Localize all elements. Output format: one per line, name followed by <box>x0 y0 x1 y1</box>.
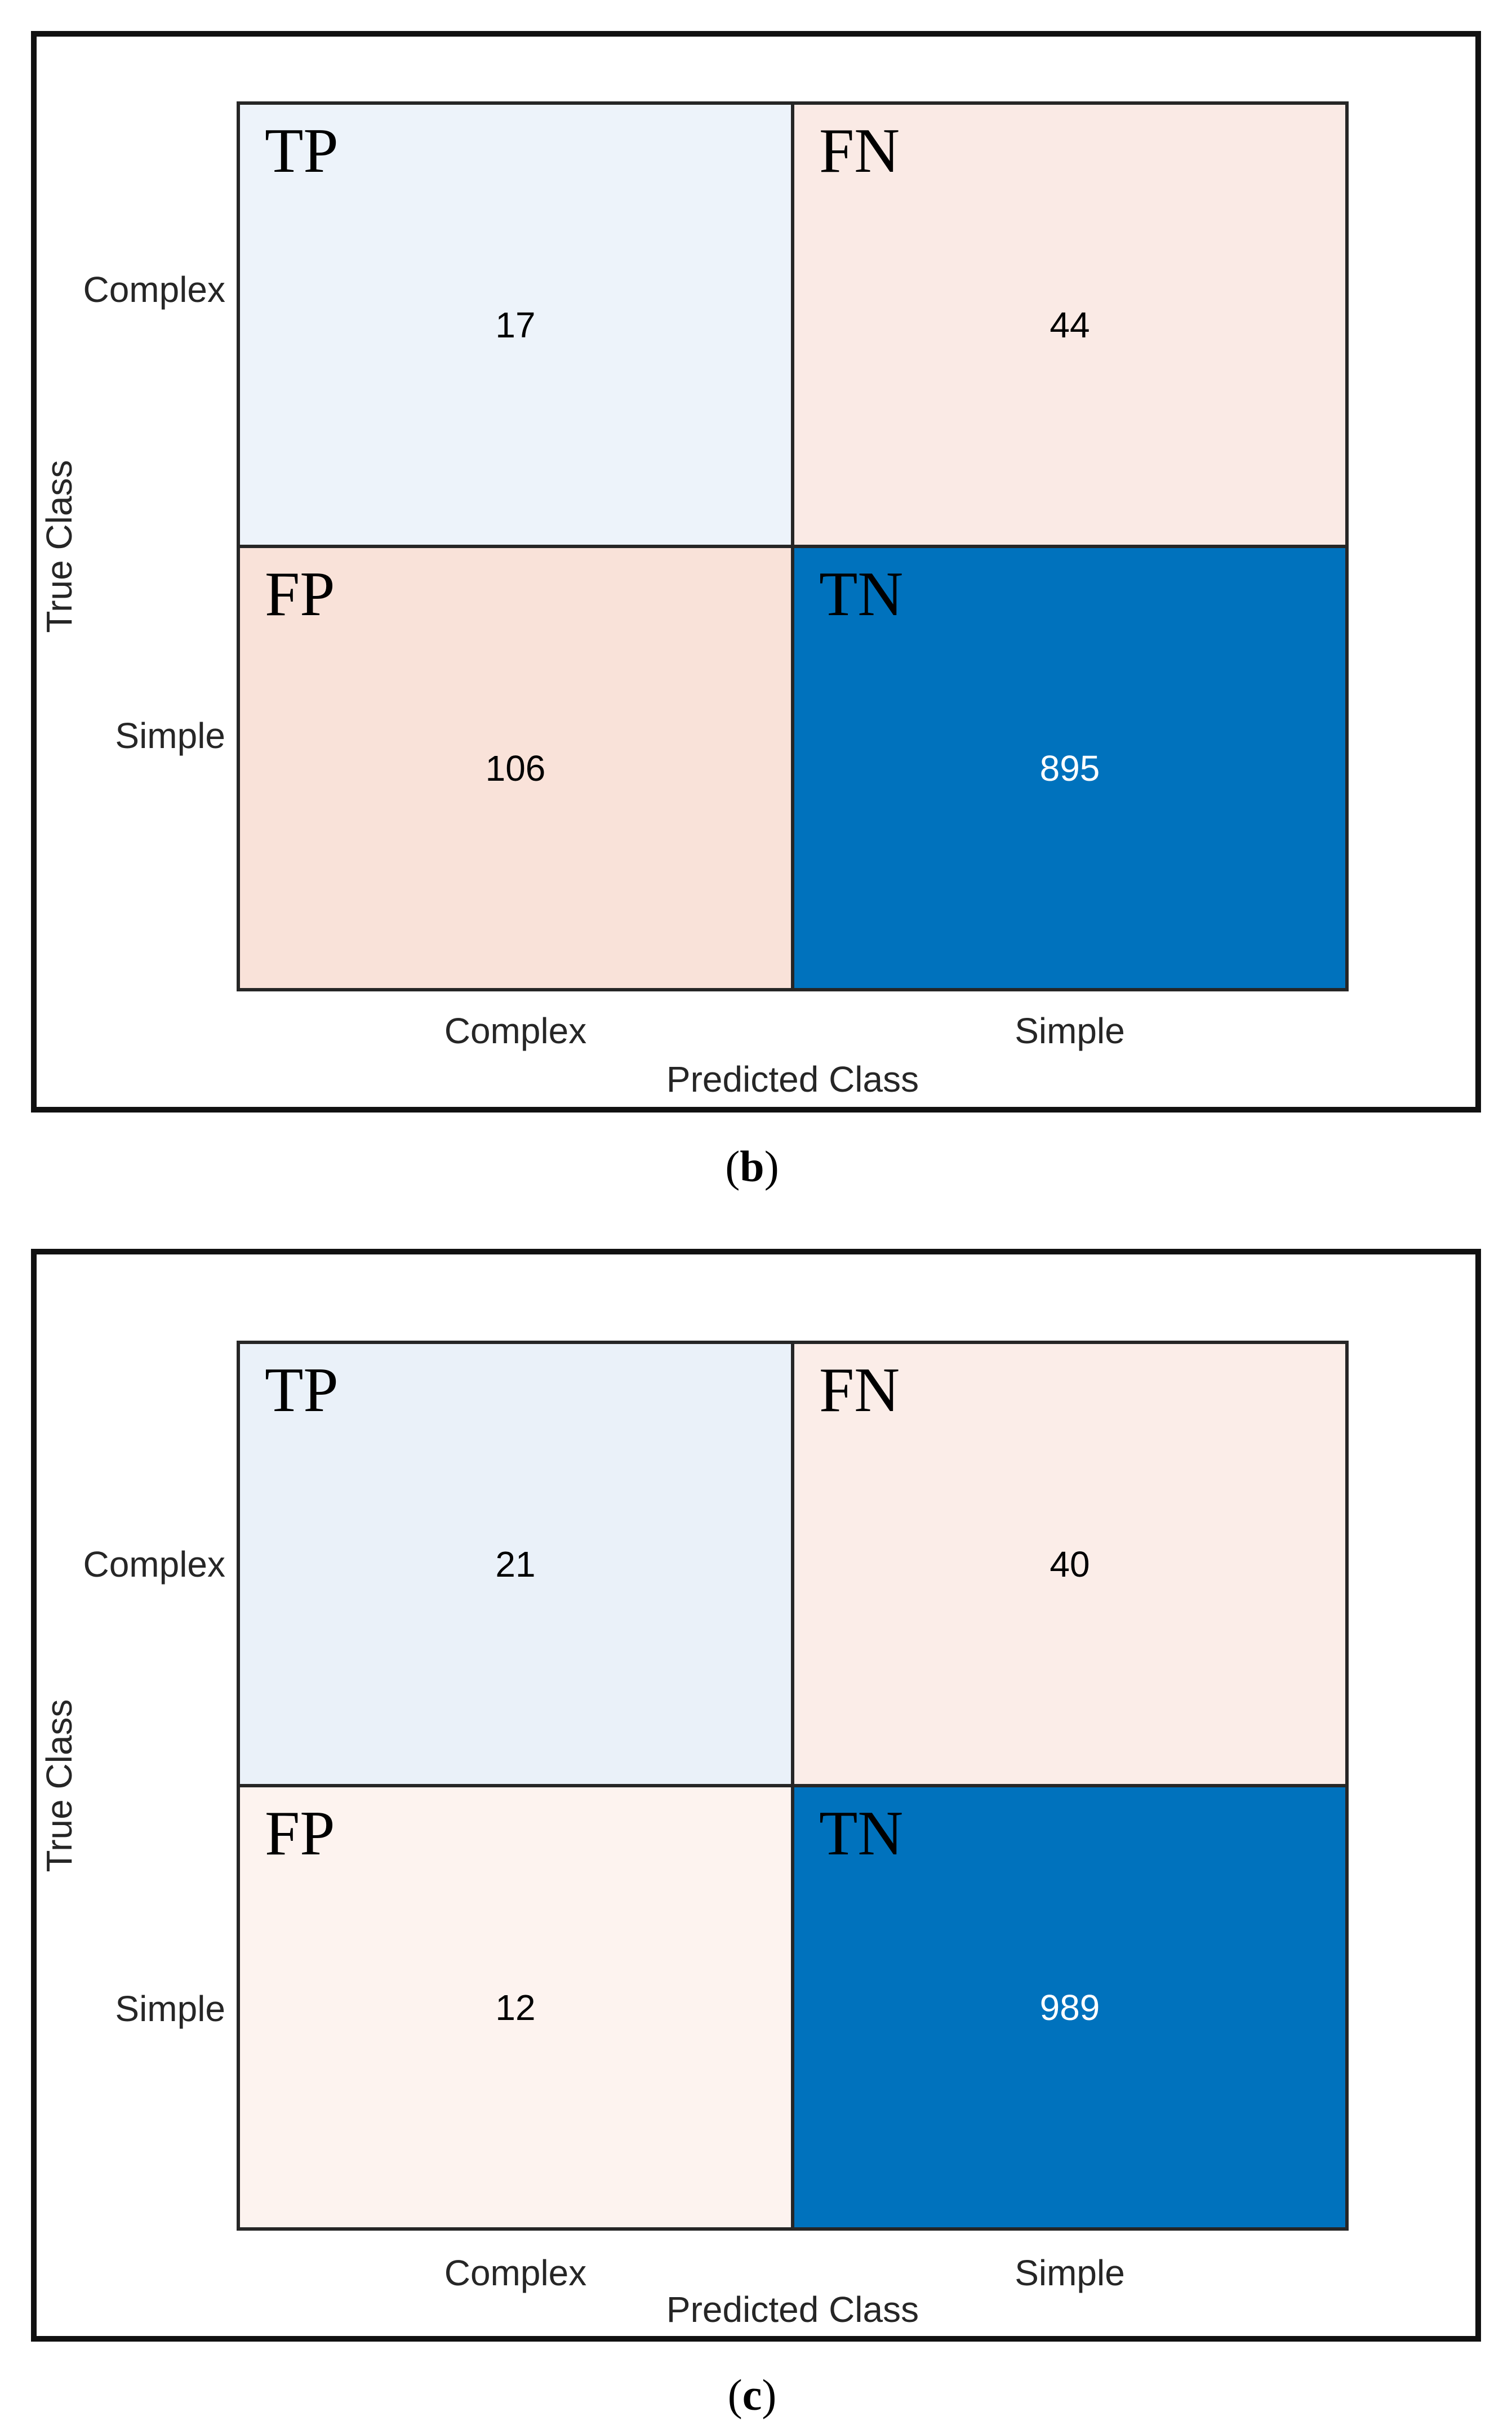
cell-value-fn-c: 40 <box>1049 1543 1090 1585</box>
caption-b-close: ) <box>764 1142 779 1191</box>
x-tick-complex-b: Complex <box>444 1011 587 1051</box>
x-tick-complex-c: Complex <box>444 2253 587 2293</box>
cell-value-tp-b: 17 <box>495 304 536 345</box>
x-tick-simple-c: Simple <box>1015 2253 1125 2293</box>
cell-role-label-fp-c: FP <box>265 1799 335 1868</box>
cell-role-label-tn-c: TN <box>819 1799 904 1868</box>
cell-value-tp-c: 21 <box>495 1543 536 1585</box>
cell-role-label-tp-c: TP <box>265 1355 339 1425</box>
caption-b-letter: b <box>740 1142 764 1191</box>
cell-fn-c: FN 40 <box>793 1344 1345 1786</box>
confusion-matrix-grid-c: TP 21 FN 40 FP 12 TN 989 <box>237 1341 1349 2231</box>
caption-c: (c) <box>583 2364 921 2427</box>
caption-b-open: ( <box>725 1142 740 1191</box>
cell-tn-b: TN 895 <box>793 546 1345 988</box>
confusion-matrix-grid-b: TP 17 FN 44 FP 106 TN 895 <box>237 101 1349 991</box>
caption-c-close: ) <box>762 2370 777 2419</box>
cell-role-label-fn-c: FN <box>819 1355 900 1425</box>
x-axis-title-c: Predicted Class <box>666 2289 919 2330</box>
cell-value-tn-b: 895 <box>1039 747 1100 789</box>
cell-value-tn-c: 989 <box>1039 1987 1100 2028</box>
cell-fp-c: FP 12 <box>240 1786 793 2227</box>
x-tick-simple-b: Simple <box>1015 1011 1125 1051</box>
y-tick-complex-b: Complex <box>83 269 225 310</box>
cell-role-label-fn-b: FN <box>819 116 900 186</box>
cell-role-label-tp-b: TP <box>265 116 339 186</box>
cell-value-fp-c: 12 <box>495 1987 536 2028</box>
cell-value-fn-b: 44 <box>1049 304 1090 345</box>
y-tick-complex-c: Complex <box>83 1544 225 1585</box>
cell-tp-c: TP 21 <box>240 1344 793 1786</box>
caption-c-letter: c <box>742 2370 762 2419</box>
cell-tp-b: TP 17 <box>240 105 793 546</box>
cell-value-fp-b: 106 <box>485 747 546 789</box>
y-axis-title-c: True Class <box>39 1699 79 1872</box>
cell-role-label-tn-b: TN <box>819 559 904 629</box>
caption-c-open: ( <box>727 2370 742 2419</box>
cell-fn-b: FN 44 <box>793 105 1345 546</box>
y-tick-simple-c: Simple <box>115 1988 225 2029</box>
cell-tn-c: TN 989 <box>793 1786 1345 2227</box>
caption-b: (b) <box>583 1135 921 1198</box>
x-axis-title-b: Predicted Class <box>666 1059 919 1100</box>
y-tick-simple-b: Simple <box>115 715 225 756</box>
cell-fp-b: FP 106 <box>240 546 793 988</box>
cell-role-label-fp-b: FP <box>265 559 335 629</box>
